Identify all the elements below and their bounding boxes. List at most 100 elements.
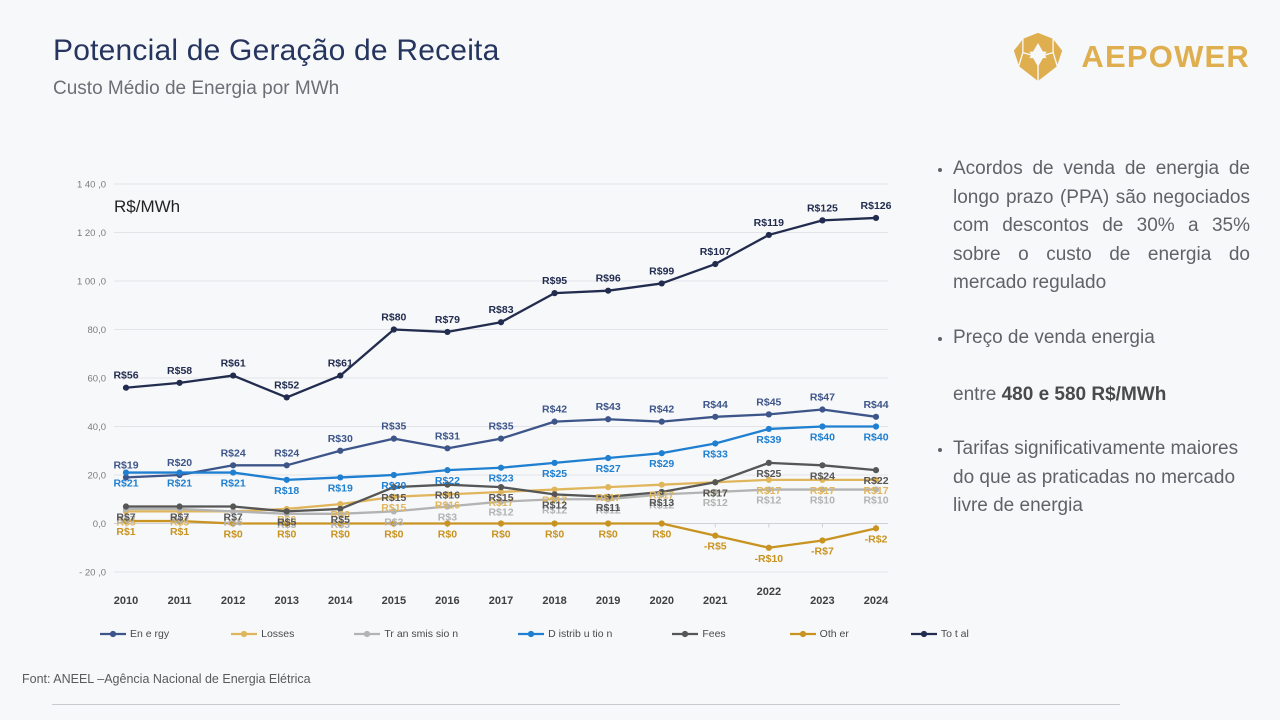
bullet-text-1: Acordos de venda de energia de longo pra… — [953, 158, 1250, 293]
series-point-fees — [551, 491, 558, 498]
data-label-energy: R$44 — [703, 399, 728, 411]
series-point-total — [551, 290, 558, 297]
legend-label-energy: En e rgy — [130, 628, 170, 640]
footer-divider — [52, 704, 1120, 705]
series-point-total — [765, 231, 772, 239]
data-label-fees: R$7 — [116, 512, 135, 524]
y-axis-tick-label: 60,0 — [88, 374, 107, 385]
data-label-other: R$0 — [491, 529, 510, 541]
series-point-distribution — [497, 464, 505, 471]
series-point-distribution — [712, 440, 719, 447]
legend-swatch-other — [789, 630, 816, 638]
series-point-energy — [712, 413, 719, 420]
data-label-distribution: R$29 — [649, 458, 674, 470]
data-label-fees: R$16 — [435, 490, 460, 502]
data-label-fees: R$15 — [488, 492, 513, 504]
legend-item-energy[interactable]: En e rgy — [100, 628, 169, 640]
data-label-distribution: R$40 — [810, 432, 835, 444]
data-label-losses: R$17 — [488, 497, 513, 509]
chart-y-axis-labels: 1 40 ,0 1 20 ,0 1 00 ,0 80,0 60,0 40,0 20,0 0,0… — [77, 180, 106, 579]
series-point-transmission — [712, 488, 719, 496]
data-label-fees: R$13 — [649, 497, 674, 509]
series-point-losses — [605, 484, 612, 491]
series-point-total — [390, 326, 397, 333]
data-label-energy: R$20 — [167, 457, 192, 469]
legend-item-transmission[interactable]: Tr an smis sio n — [354, 628, 458, 640]
y-axis-tick-label: 20,0 — [88, 471, 107, 482]
x-axis-tick-label: 2021 — [703, 595, 727, 607]
y-axis-tick-label: 1 40 ,0 — [77, 180, 106, 191]
data-label-energy: R$31 — [435, 430, 460, 442]
y-axis-tick-label: 80,0 — [88, 325, 107, 336]
bullet-text-2-line2: entre — [953, 383, 1002, 405]
data-label-other: R$0 — [438, 529, 457, 541]
legend-item-losses[interactable]: Losses — [231, 628, 294, 640]
series-point-transmission — [765, 486, 772, 493]
series-point-losses — [444, 491, 451, 498]
data-label-total: R$119 — [754, 217, 785, 229]
series-point-energy — [605, 416, 612, 423]
series-point-fees — [819, 462, 826, 469]
data-label-fees: R$7 — [170, 512, 189, 524]
data-label-distribution: R$40 — [863, 432, 888, 444]
legend-swatch-losses — [231, 630, 258, 638]
series-point-total — [176, 379, 183, 386]
series-point-other — [337, 520, 344, 527]
series-point-energy — [872, 413, 880, 420]
series-point-other — [551, 520, 558, 527]
series-point-distribution — [819, 423, 826, 430]
data-label-transmission: R$3 — [331, 519, 350, 531]
data-label-other: -R$10 — [755, 553, 784, 565]
legend-item-total[interactable]: To t al — [910, 628, 969, 640]
legend-item-distribution[interactable]: D istrib u tio n — [518, 628, 612, 640]
bullet-text-2: Preço de venda energia entre 480 e 580 R… — [953, 324, 1166, 410]
series-point-distribution — [337, 474, 344, 481]
legend-swatch-transmission — [354, 630, 381, 638]
bullet-text-3: Tarifas significativamente maiores do qu… — [953, 438, 1239, 516]
data-label-total: R$52 — [274, 379, 299, 391]
y-axis-tick-label: 40,0 — [88, 422, 107, 433]
bullet-item-2: Preço de venda energia entre 480 e 580 R… — [938, 324, 1250, 410]
series-point-fees — [176, 503, 183, 510]
data-label-distribution: R$33 — [703, 448, 728, 460]
series-point-other — [872, 525, 880, 532]
legend-item-other[interactable]: Oth er — [789, 628, 849, 640]
x-axis-tick-label: 2024 — [864, 595, 889, 607]
legend-item-fees[interactable]: Fees — [672, 628, 726, 640]
data-label-transmission: R$12 — [649, 499, 674, 511]
legend-swatch-distribution — [518, 630, 545, 638]
data-label-transmission: R$10 — [863, 495, 888, 507]
data-label-other: R$0 — [599, 529, 618, 541]
series-point-fees — [765, 459, 772, 466]
series-point-losses — [658, 481, 665, 488]
data-label-distribution: R$21 — [113, 478, 138, 490]
data-label-total: R$126 — [861, 200, 892, 212]
data-label-transmission: R$12 — [488, 507, 513, 519]
series-point-other — [765, 544, 772, 551]
series-point-energy — [230, 462, 237, 469]
x-axis-tick-label: 2013 — [274, 595, 298, 607]
data-label-other: -R$7 — [811, 545, 834, 557]
chart-series — [122, 214, 880, 551]
bullet-dot-icon — [938, 448, 942, 452]
x-axis-tick-label: 2022 — [757, 586, 781, 598]
series-point-energy — [765, 411, 772, 418]
series-point-fees — [658, 488, 665, 496]
page-title: Potencial de Geração de Receita — [53, 34, 500, 67]
data-label-losses: R$5 — [116, 516, 135, 528]
series-point-distribution — [658, 450, 665, 457]
data-label-transmission: R$12 — [596, 504, 621, 516]
chart-data-labels: R$19 R$20 R$24 R$24 R$30 R$35 R$31 R$35 R$42 R$43… — [113, 200, 891, 565]
legend-swatch-energy — [100, 630, 126, 638]
data-label-distribution: R$25 — [542, 468, 567, 480]
series-point-other — [819, 537, 826, 544]
series-point-distribution — [176, 469, 183, 476]
data-label-other: R$0 — [331, 529, 350, 541]
series-point-energy — [337, 447, 344, 454]
series-point-distribution — [551, 459, 558, 466]
series-point-losses — [551, 486, 558, 493]
data-label-distribution: R$27 — [596, 463, 621, 475]
legend-label-losses: Losses — [261, 628, 295, 640]
data-label-energy: R$44 — [863, 399, 888, 411]
y-axis-tick-label: 1 00 ,0 — [77, 277, 106, 288]
